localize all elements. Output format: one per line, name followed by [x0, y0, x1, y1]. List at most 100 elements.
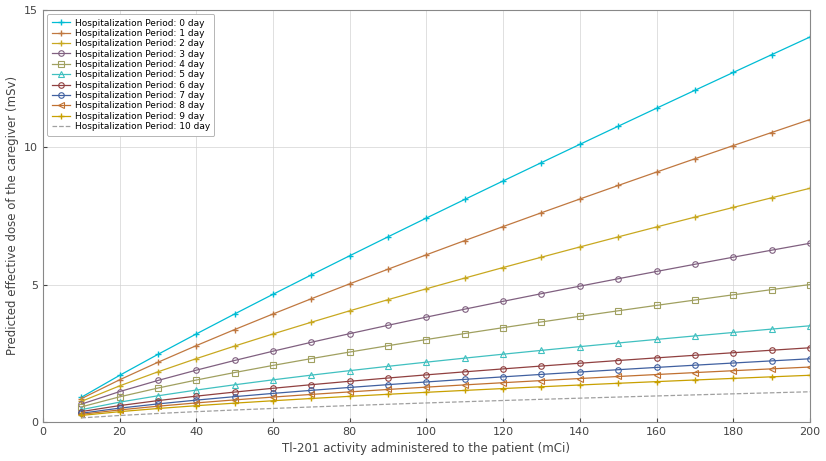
Hospitalization Period: 7 day: (90, 1.36): 7 day: (90, 1.36): [383, 382, 393, 387]
Hospitalization Period: 6 day: (120, 1.93): 6 day: (120, 1.93): [498, 366, 508, 372]
Hospitalization Period: 10 day: (200, 1.1): 10 day: (200, 1.1): [805, 389, 814, 395]
Hospitalization Period: 6 day: (190, 2.61): 6 day: (190, 2.61): [767, 348, 776, 353]
Hospitalization Period: 6 day: (150, 2.24): 6 day: (150, 2.24): [613, 358, 623, 363]
Hospitalization Period: 2 day: (190, 8.15): 2 day: (190, 8.15): [767, 195, 776, 201]
Hospitalization Period: 8 day: (160, 1.73): 8 day: (160, 1.73): [652, 372, 662, 377]
Hospitalization Period: 10 day: (70, 0.547): 10 day: (70, 0.547): [306, 404, 316, 410]
Hospitalization Period: 0 day: (180, 12.7): 0 day: (180, 12.7): [729, 70, 738, 75]
Hospitalization Period: 1 day: (30, 2.17): 1 day: (30, 2.17): [153, 360, 163, 365]
Hospitalization Period: 8 day: (30, 0.576): 8 day: (30, 0.576): [153, 403, 163, 409]
Hospitalization Period: 3 day: (160, 5.48): 3 day: (160, 5.48): [652, 269, 662, 274]
Hospitalization Period: 2 day: (60, 3.2): 2 day: (60, 3.2): [268, 331, 278, 337]
Hospitalization Period: 4 day: (150, 4.04): 4 day: (150, 4.04): [613, 308, 623, 313]
Hospitalization Period: 1 day: (130, 7.61): 1 day: (130, 7.61): [537, 210, 547, 215]
Hospitalization Period: 0 day: (170, 12.1): 0 day: (170, 12.1): [690, 88, 700, 93]
Hospitalization Period: 8 day: (170, 1.8): 8 day: (170, 1.8): [690, 370, 700, 375]
Hospitalization Period: 6 day: (10, 0.38): 6 day: (10, 0.38): [76, 409, 86, 414]
Hospitalization Period: 5 day: (190, 3.38): 5 day: (190, 3.38): [767, 326, 776, 332]
Hospitalization Period: 2 day: (140, 6.37): 2 day: (140, 6.37): [575, 244, 585, 250]
Hospitalization Period: 6 day: (90, 1.6): 6 day: (90, 1.6): [383, 375, 393, 381]
Hospitalization Period: 3 day: (120, 4.39): 3 day: (120, 4.39): [498, 299, 508, 304]
Hospitalization Period: 3 day: (140, 4.94): 3 day: (140, 4.94): [575, 284, 585, 289]
Hospitalization Period: 7 day: (50, 0.923): 7 day: (50, 0.923): [230, 394, 240, 399]
Hospitalization Period: 3 day: (190, 6.25): 3 day: (190, 6.25): [767, 248, 776, 253]
Hospitalization Period: 9 day: (140, 1.35): 9 day: (140, 1.35): [575, 382, 585, 388]
Hospitalization Period: 5 day: (80, 1.87): 5 day: (80, 1.87): [344, 368, 354, 373]
Hospitalization Period: 1 day: (70, 4.48): 1 day: (70, 4.48): [306, 296, 316, 301]
Hospitalization Period: 6 day: (140, 2.14): 6 day: (140, 2.14): [575, 361, 585, 366]
Hospitalization Period: 10 day: (80, 0.598): 10 day: (80, 0.598): [344, 403, 354, 408]
Hospitalization Period: 0 day: (140, 10.1): 0 day: (140, 10.1): [575, 142, 585, 147]
Line: Hospitalization Period: 3 day: Hospitalization Period: 3 day: [78, 241, 813, 407]
Hospitalization Period: 3 day: (10, 0.65): 3 day: (10, 0.65): [76, 402, 86, 407]
Hospitalization Period: 4 day: (180, 4.63): 4 day: (180, 4.63): [729, 292, 738, 297]
Hospitalization Period: 8 day: (80, 1.1): 8 day: (80, 1.1): [344, 389, 354, 395]
Hospitalization Period: 3 day: (180, 5.99): 3 day: (180, 5.99): [729, 254, 738, 260]
Hospitalization Period: 0 day: (100, 7.42): 0 day: (100, 7.42): [421, 215, 431, 221]
Hospitalization Period: 1 day: (110, 6.6): 1 day: (110, 6.6): [460, 238, 470, 243]
Hospitalization Period: 7 day: (110, 1.55): 7 day: (110, 1.55): [460, 377, 470, 382]
X-axis label: Tl-201 activity administered to the patient (mCi): Tl-201 activity administered to the pati…: [282, 443, 571, 455]
Hospitalization Period: 0 day: (150, 10.8): 0 day: (150, 10.8): [613, 124, 623, 129]
Hospitalization Period: 7 day: (140, 1.82): 7 day: (140, 1.82): [575, 369, 585, 375]
Hospitalization Period: 1 day: (20, 1.54): 1 day: (20, 1.54): [115, 377, 125, 383]
Hospitalization Period: 0 day: (50, 3.93): 0 day: (50, 3.93): [230, 311, 240, 317]
Hospitalization Period: 10 day: (50, 0.437): 10 day: (50, 0.437): [230, 407, 240, 413]
Hospitalization Period: 4 day: (200, 5): 4 day: (200, 5): [805, 282, 814, 287]
Hospitalization Period: 10 day: (130, 0.826): 10 day: (130, 0.826): [537, 396, 547, 402]
Hospitalization Period: 2 day: (130, 6): 2 day: (130, 6): [537, 254, 547, 260]
Hospitalization Period: 4 day: (70, 2.31): 4 day: (70, 2.31): [306, 356, 316, 361]
Hospitalization Period: 6 day: (180, 2.52): 6 day: (180, 2.52): [729, 350, 738, 355]
Hospitalization Period: 4 day: (10, 0.55): 4 day: (10, 0.55): [76, 404, 86, 410]
Hospitalization Period: 10 day: (170, 0.987): 10 day: (170, 0.987): [690, 392, 700, 398]
Hospitalization Period: 4 day: (110, 3.22): 4 day: (110, 3.22): [460, 331, 470, 336]
Hospitalization Period: 6 day: (80, 1.48): 6 day: (80, 1.48): [344, 378, 354, 384]
Line: Hospitalization Period: 4 day: Hospitalization Period: 4 day: [78, 282, 813, 410]
Hospitalization Period: 6 day: (20, 0.598): 6 day: (20, 0.598): [115, 403, 125, 408]
Hospitalization Period: 0 day: (20, 1.7): 0 day: (20, 1.7): [115, 372, 125, 378]
Hospitalization Period: 10 day: (40, 0.377): 10 day: (40, 0.377): [192, 409, 202, 414]
Hospitalization Period: 5 day: (70, 1.71): 5 day: (70, 1.71): [306, 372, 316, 378]
Hospitalization Period: 3 day: (90, 3.52): 3 day: (90, 3.52): [383, 323, 393, 328]
Hospitalization Period: 10 day: (20, 0.238): 10 day: (20, 0.238): [115, 413, 125, 418]
Hospitalization Period: 0 day: (70, 5.35): 0 day: (70, 5.35): [306, 272, 316, 278]
Hospitalization Period: 3 day: (40, 1.89): 3 day: (40, 1.89): [192, 367, 202, 373]
Hospitalization Period: 10 day: (100, 0.694): 10 day: (100, 0.694): [421, 400, 431, 406]
Hospitalization Period: 7 day: (120, 1.64): 7 day: (120, 1.64): [498, 374, 508, 379]
Hospitalization Period: 5 day: (140, 2.74): 5 day: (140, 2.74): [575, 344, 585, 349]
Hospitalization Period: 0 day: (80, 6.05): 0 day: (80, 6.05): [344, 253, 354, 259]
Hospitalization Period: 2 day: (80, 4.05): 2 day: (80, 4.05): [344, 308, 354, 313]
Hospitalization Period: 2 day: (30, 1.83): 2 day: (30, 1.83): [153, 369, 163, 374]
Hospitalization Period: 2 day: (120, 5.62): 2 day: (120, 5.62): [498, 265, 508, 270]
Hospitalization Period: 9 day: (160, 1.47): 9 day: (160, 1.47): [652, 379, 662, 384]
Hospitalization Period: 3 day: (130, 4.67): 3 day: (130, 4.67): [537, 291, 547, 296]
Hospitalization Period: 2 day: (100, 4.85): 2 day: (100, 4.85): [421, 286, 431, 291]
Hospitalization Period: 0 day: (30, 2.46): 0 day: (30, 2.46): [153, 352, 163, 357]
Hospitalization Period: 10 day: (90, 0.647): 10 day: (90, 0.647): [383, 402, 393, 407]
Hospitalization Period: 8 day: (70, 1): 8 day: (70, 1): [306, 392, 316, 397]
Hospitalization Period: 8 day: (40, 0.695): 8 day: (40, 0.695): [192, 400, 202, 406]
Hospitalization Period: 7 day: (20, 0.505): 7 day: (20, 0.505): [115, 405, 125, 411]
Hospitalization Period: 5 day: (130, 2.61): 5 day: (130, 2.61): [537, 348, 547, 353]
Hospitalization Period: 4 day: (100, 3): 4 day: (100, 3): [421, 337, 431, 342]
Hospitalization Period: 4 day: (170, 4.44): 4 day: (170, 4.44): [690, 297, 700, 303]
Hospitalization Period: 7 day: (150, 1.9): 7 day: (150, 1.9): [613, 367, 623, 372]
Hospitalization Period: 7 day: (130, 1.73): 7 day: (130, 1.73): [537, 372, 547, 377]
Hospitalization Period: 7 day: (40, 0.797): 7 day: (40, 0.797): [192, 397, 202, 403]
Hospitalization Period: 9 day: (30, 0.492): 9 day: (30, 0.492): [153, 406, 163, 411]
Hospitalization Period: 8 day: (190, 1.93): 8 day: (190, 1.93): [767, 366, 776, 372]
Hospitalization Period: 5 day: (180, 3.26): 5 day: (180, 3.26): [729, 330, 738, 335]
Hospitalization Period: 9 day: (130, 1.28): 9 day: (130, 1.28): [537, 384, 547, 390]
Hospitalization Period: 8 day: (140, 1.58): 8 day: (140, 1.58): [575, 376, 585, 381]
Hospitalization Period: 9 day: (90, 1.01): 9 day: (90, 1.01): [383, 391, 393, 397]
Hospitalization Period: 2 day: (170, 7.45): 2 day: (170, 7.45): [690, 214, 700, 220]
Hospitalization Period: 9 day: (120, 1.22): 9 day: (120, 1.22): [498, 386, 508, 391]
Hospitalization Period: 1 day: (200, 11): 1 day: (200, 11): [805, 117, 814, 122]
Hospitalization Period: 5 day: (100, 2.18): 5 day: (100, 2.18): [421, 360, 431, 365]
Hospitalization Period: 9 day: (20, 0.378): 9 day: (20, 0.378): [115, 409, 125, 414]
Hospitalization Period: 8 day: (200, 2): 8 day: (200, 2): [805, 364, 814, 370]
Line: Hospitalization Period: 2 day: Hospitalization Period: 2 day: [78, 185, 814, 405]
Hospitalization Period: 8 day: (10, 0.28): 8 day: (10, 0.28): [76, 412, 86, 417]
Hospitalization Period: 9 day: (190, 1.64): 9 day: (190, 1.64): [767, 374, 776, 379]
Hospitalization Period: 8 day: (180, 1.87): 8 day: (180, 1.87): [729, 368, 738, 373]
